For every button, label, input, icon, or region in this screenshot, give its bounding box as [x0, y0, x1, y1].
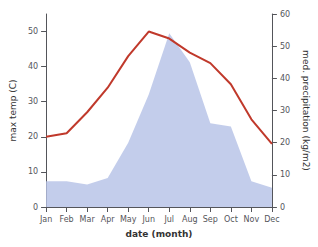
svg-text:10: 10	[280, 170, 290, 179]
svg-text:Jun: Jun	[141, 215, 155, 224]
svg-text:20: 20	[280, 138, 290, 147]
svg-text:Oct: Oct	[224, 215, 238, 224]
svg-text:0: 0	[280, 203, 285, 212]
svg-text:Sep: Sep	[203, 215, 218, 224]
svg-text:20: 20	[28, 132, 38, 141]
svg-text:May: May	[120, 215, 137, 224]
svg-text:50: 50	[28, 27, 38, 36]
svg-text:med. precipitation (kg/m2): med. precipitation (kg/m2)	[301, 50, 311, 171]
svg-text:30: 30	[28, 97, 38, 106]
svg-text:50: 50	[280, 42, 290, 51]
svg-text:40: 40	[280, 74, 290, 83]
svg-text:Jan: Jan	[39, 215, 52, 224]
svg-text:Aug: Aug	[182, 215, 198, 224]
svg-text:30: 30	[280, 106, 290, 115]
svg-text:date (month): date (month)	[126, 229, 193, 239]
svg-text:max temp (C): max temp (C)	[8, 79, 18, 141]
svg-text:Nov: Nov	[244, 215, 260, 224]
svg-text:Dec: Dec	[264, 215, 279, 224]
svg-text:60: 60	[280, 10, 290, 19]
svg-text:Apr: Apr	[101, 215, 116, 224]
svg-text:Feb: Feb	[60, 215, 74, 224]
svg-text:Jul: Jul	[163, 215, 174, 224]
svg-text:Mar: Mar	[80, 215, 96, 224]
svg-text:10: 10	[28, 167, 38, 176]
svg-text:0: 0	[33, 203, 38, 212]
svg-text:40: 40	[28, 62, 38, 71]
